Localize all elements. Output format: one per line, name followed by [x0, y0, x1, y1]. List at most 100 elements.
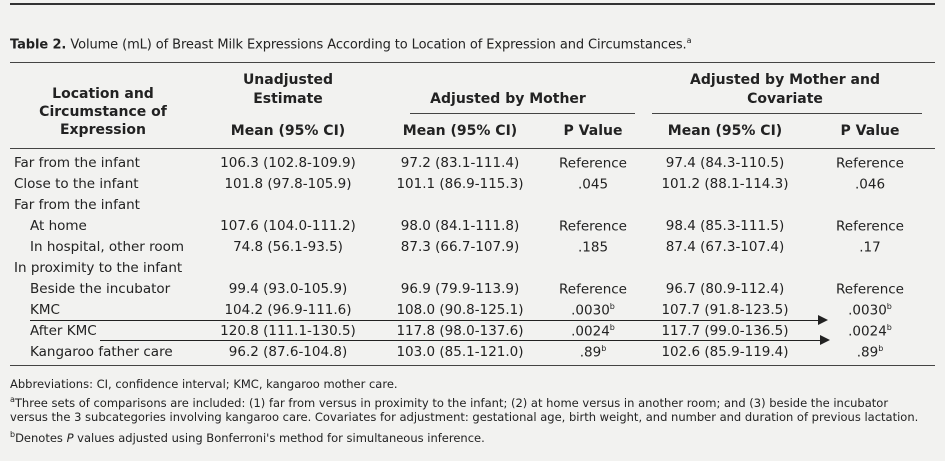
unadjusted-mean: 96.2 (87.6-104.8) [228, 344, 348, 360]
mother-pvalue-text: Reference [559, 281, 627, 298]
row-label: Kangaroo father care [30, 344, 173, 360]
subheader-unadjusted-mean: Mean (95% CI) [230, 123, 346, 139]
covariate-mean: 107.7 (91.8-123.5) [661, 302, 789, 318]
covariate-pvalue-text: .0024 [848, 323, 887, 340]
covariate-pvalue: .17 [859, 239, 880, 256]
covariate-mean: 87.4 (67.3-107.4) [665, 239, 785, 255]
row-label: Beside the incubator [30, 281, 171, 297]
annotation-arrowhead-after-kmc-icon [820, 335, 830, 345]
covariate-group-rule [652, 113, 922, 114]
subheader-covariate-pvalue: P Value [840, 123, 900, 139]
unadjusted-mean: 120.8 (111.1-130.5) [220, 323, 356, 339]
covariate-mean: 97.4 (84.3-110.5) [665, 155, 785, 171]
footnote-a: aThree sets of comparisons are included:… [10, 393, 918, 424]
mother-pvalue-text: .045 [577, 176, 609, 193]
mother-mean: 98.0 (84.1-111.8) [400, 218, 520, 234]
unadjusted-mean: 107.6 (104.0-111.2) [220, 218, 356, 234]
covariate-mean: 96.7 (80.9-112.4) [665, 281, 785, 297]
table-bottom-rule [10, 365, 935, 366]
unadjusted-mean: 74.8 (56.1-93.5) [233, 239, 343, 255]
mother-mean: 96.9 (79.9-113.9) [400, 281, 520, 297]
header-covariate-line2: Covariate [747, 91, 823, 107]
mother-group-rule [410, 113, 635, 114]
mother-pvalue: .185 [578, 239, 608, 256]
mother-mean: 101.1 (86.9-115.3) [396, 176, 524, 192]
covariate-pvalue-text: .046 [854, 176, 886, 193]
header-location-line2: Circumstance of [39, 104, 167, 120]
footnote-b-mark: b [10, 430, 16, 439]
header-top-rule [10, 62, 935, 63]
annotation-arrow-line-kmc [30, 320, 818, 321]
unadjusted-mean: 106.3 (102.8-109.9) [220, 155, 356, 171]
header-unadjusted-line2: Estimate [253, 91, 323, 107]
covariate-mean: 98.4 (85.3-111.5) [665, 218, 785, 234]
table-caption: Table 2. Volume (mL) of Breast Milk Expr… [10, 36, 691, 52]
row-label: In proximity to the infant [14, 260, 183, 276]
covariate-pvalue: Reference [836, 281, 904, 298]
mother-pvalue: .0030b [571, 302, 615, 319]
mother-pvalue: Reference [559, 281, 627, 298]
mother-pvalue-text: .0030 [571, 302, 610, 319]
row-label: KMC [30, 302, 60, 318]
header-adjusted-covariate: Adjusted by Mother and Covariate [690, 71, 880, 109]
mother-pvalue-text: Reference [559, 218, 627, 235]
annotation-arrowhead-kmc-icon [818, 315, 828, 325]
footnote-a-line2: versus the 3 subcategories involving kan… [10, 409, 919, 424]
footnote-b-pre: Denotes [15, 430, 67, 445]
covariate-pvalue-text: .0030 [848, 302, 887, 319]
header-bottom-rule [10, 148, 935, 149]
table-title: Volume (mL) of Breast Milk Expressions A… [70, 37, 687, 53]
subheader-mother-pvalue: P Value [563, 123, 623, 139]
covariate-pvalue: Reference [836, 218, 904, 235]
covariate-pvalue-text: .17 [859, 239, 881, 256]
subheader-mother-mean: Mean (95% CI) [402, 123, 518, 139]
header-location-line3: Expression [59, 122, 147, 138]
covariate-mean: 102.6 (85.9-119.4) [661, 344, 789, 360]
caption-footnote-mark: a [686, 36, 692, 45]
covariate-pvalue-text: Reference [836, 218, 904, 235]
covariate-pvalue: .0024b [848, 323, 892, 340]
mother-pvalue: Reference [559, 218, 627, 235]
row-label: Close to the infant [14, 176, 139, 192]
covariate-pvalue-sup: b [886, 323, 892, 332]
mother-mean: 108.0 (90.8-125.1) [396, 302, 524, 318]
mother-pvalue-sup: b [609, 302, 615, 311]
covariate-pvalue-text: Reference [836, 155, 904, 172]
header-adjusted-mother: Adjusted by Mother [430, 91, 586, 107]
mother-pvalue-sup: b [601, 344, 607, 353]
row-label: At home [30, 218, 87, 234]
unadjusted-mean: 104.2 (96.9-111.6) [224, 302, 352, 318]
covariate-pvalue-sup: b [886, 302, 892, 311]
row-label: In hospital, other room [30, 239, 185, 255]
mother-pvalue-sup: b [609, 323, 615, 332]
top-rule [10, 3, 935, 5]
covariate-pvalue-text: Reference [836, 281, 904, 298]
table-label: Table 2. [10, 37, 67, 53]
mother-mean: 117.8 (98.0-137.6) [396, 323, 524, 339]
footnote-b: bDenotes P values adjusted using Bonferr… [10, 428, 485, 445]
mother-mean: 103.0 (85.1-121.0) [396, 344, 524, 360]
mother-mean: 97.2 (83.1-111.4) [400, 155, 520, 171]
row-label: Far from the infant [14, 197, 140, 213]
covariate-pvalue: .046 [855, 176, 885, 193]
row-label: Far from the infant [14, 155, 140, 171]
mother-pvalue-text: Reference [559, 155, 627, 172]
covariate-pvalue: Reference [836, 155, 904, 172]
header-location-line1: Location and [52, 86, 154, 102]
subheader-covariate-mean: Mean (95% CI) [667, 123, 783, 139]
row-label: After KMC [30, 323, 97, 339]
mother-pvalue: .045 [578, 176, 608, 193]
footnote-abbreviations: Abbreviations: CI, confidence interval; … [10, 377, 398, 391]
header-unadjusted: Unadjusted Estimate [243, 71, 333, 109]
covariate-pvalue-text: .89 [856, 344, 879, 361]
covariate-pvalue: .0030b [848, 302, 892, 319]
footnote-a-mark: a [10, 395, 15, 404]
mother-pvalue-text: .0024 [571, 323, 610, 340]
mother-pvalue-text: .185 [577, 239, 609, 256]
header-unadjusted-line1: Unadjusted [242, 72, 334, 88]
mother-pvalue: .89b [580, 344, 607, 361]
covariate-mean: 117.7 (99.0-136.5) [661, 323, 789, 339]
footnote-b-italic: P [66, 430, 74, 445]
mother-pvalue: Reference [559, 155, 627, 172]
covariate-pvalue-sup: b [878, 344, 884, 353]
